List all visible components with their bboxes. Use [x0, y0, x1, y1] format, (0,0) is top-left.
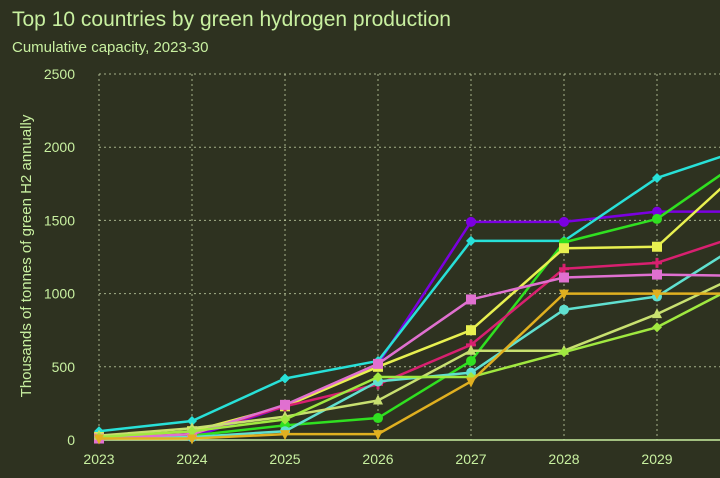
series-10 — [94, 289, 720, 445]
data-point — [559, 272, 569, 283]
x-tick-label: 2027 — [455, 451, 486, 467]
data-point — [652, 206, 662, 217]
data-point — [466, 235, 476, 246]
data-point — [466, 377, 476, 388]
series-line — [98, 173, 720, 440]
data-point — [559, 263, 569, 274]
data-point — [187, 426, 197, 437]
series-line — [98, 255, 720, 440]
data-point — [466, 216, 476, 227]
chart-title: Top 10 countries by green hydrogen produ… — [12, 8, 451, 31]
x-tick-label: 2025 — [269, 451, 300, 467]
data-point — [652, 308, 662, 319]
data-point — [373, 394, 383, 405]
data-point — [652, 241, 662, 252]
data-point — [187, 434, 197, 445]
data-point — [652, 322, 662, 333]
y-tick-label: 500 — [52, 359, 76, 375]
data-point — [373, 430, 383, 441]
data-point — [559, 289, 569, 300]
y-tick-label: 1500 — [44, 212, 75, 228]
x-tick-label: 2024 — [176, 451, 207, 467]
x-tick-label: 2029 — [641, 451, 672, 467]
data-point — [187, 415, 197, 426]
data-point — [373, 358, 383, 369]
data-point — [373, 413, 383, 424]
data-point — [559, 216, 569, 227]
data-point — [466, 344, 476, 355]
data-point — [652, 213, 662, 224]
data-point — [559, 243, 569, 254]
series-line — [98, 293, 720, 439]
data-point — [280, 414, 290, 425]
data-point — [466, 294, 476, 305]
data-point — [280, 373, 290, 384]
series-line — [98, 282, 720, 437]
data-point — [280, 430, 290, 441]
y-tick-label: 2500 — [44, 66, 75, 82]
series-6 — [94, 255, 720, 444]
data-point — [466, 325, 476, 336]
chart-subtitle: Cumulative capacity, 2023-30 — [12, 39, 209, 56]
axes: 0 500 1000 1500 2000 2500 2023 2024 2025 2026 2027… — [44, 66, 720, 467]
data-point — [280, 399, 290, 410]
data-point — [559, 347, 569, 358]
x-tick-label: 2026 — [362, 451, 393, 467]
data-point — [652, 269, 662, 280]
series-group — [94, 155, 720, 445]
x-tick-label: 2023 — [83, 451, 114, 467]
data-point — [652, 172, 662, 183]
grid-lines — [98, 73, 720, 440]
y-tick-label: 1000 — [44, 286, 75, 302]
data-point — [652, 257, 662, 268]
data-point — [373, 372, 383, 383]
data-point — [94, 434, 104, 445]
series-line — [99, 292, 720, 440]
data-point — [652, 289, 662, 300]
y-axis-title: Thousands of tonnes of green H2 annually — [18, 114, 35, 397]
series-5 — [94, 240, 720, 444]
data-point — [466, 355, 476, 366]
y-tick-label: 2000 — [44, 139, 75, 155]
series-line — [98, 155, 720, 433]
series-9 — [94, 293, 720, 443]
x-tick-label: 2028 — [548, 451, 579, 467]
series-line — [98, 210, 720, 440]
data-point — [559, 304, 569, 315]
series-2 — [94, 155, 720, 437]
y-tick-label: 0 — [67, 432, 75, 448]
